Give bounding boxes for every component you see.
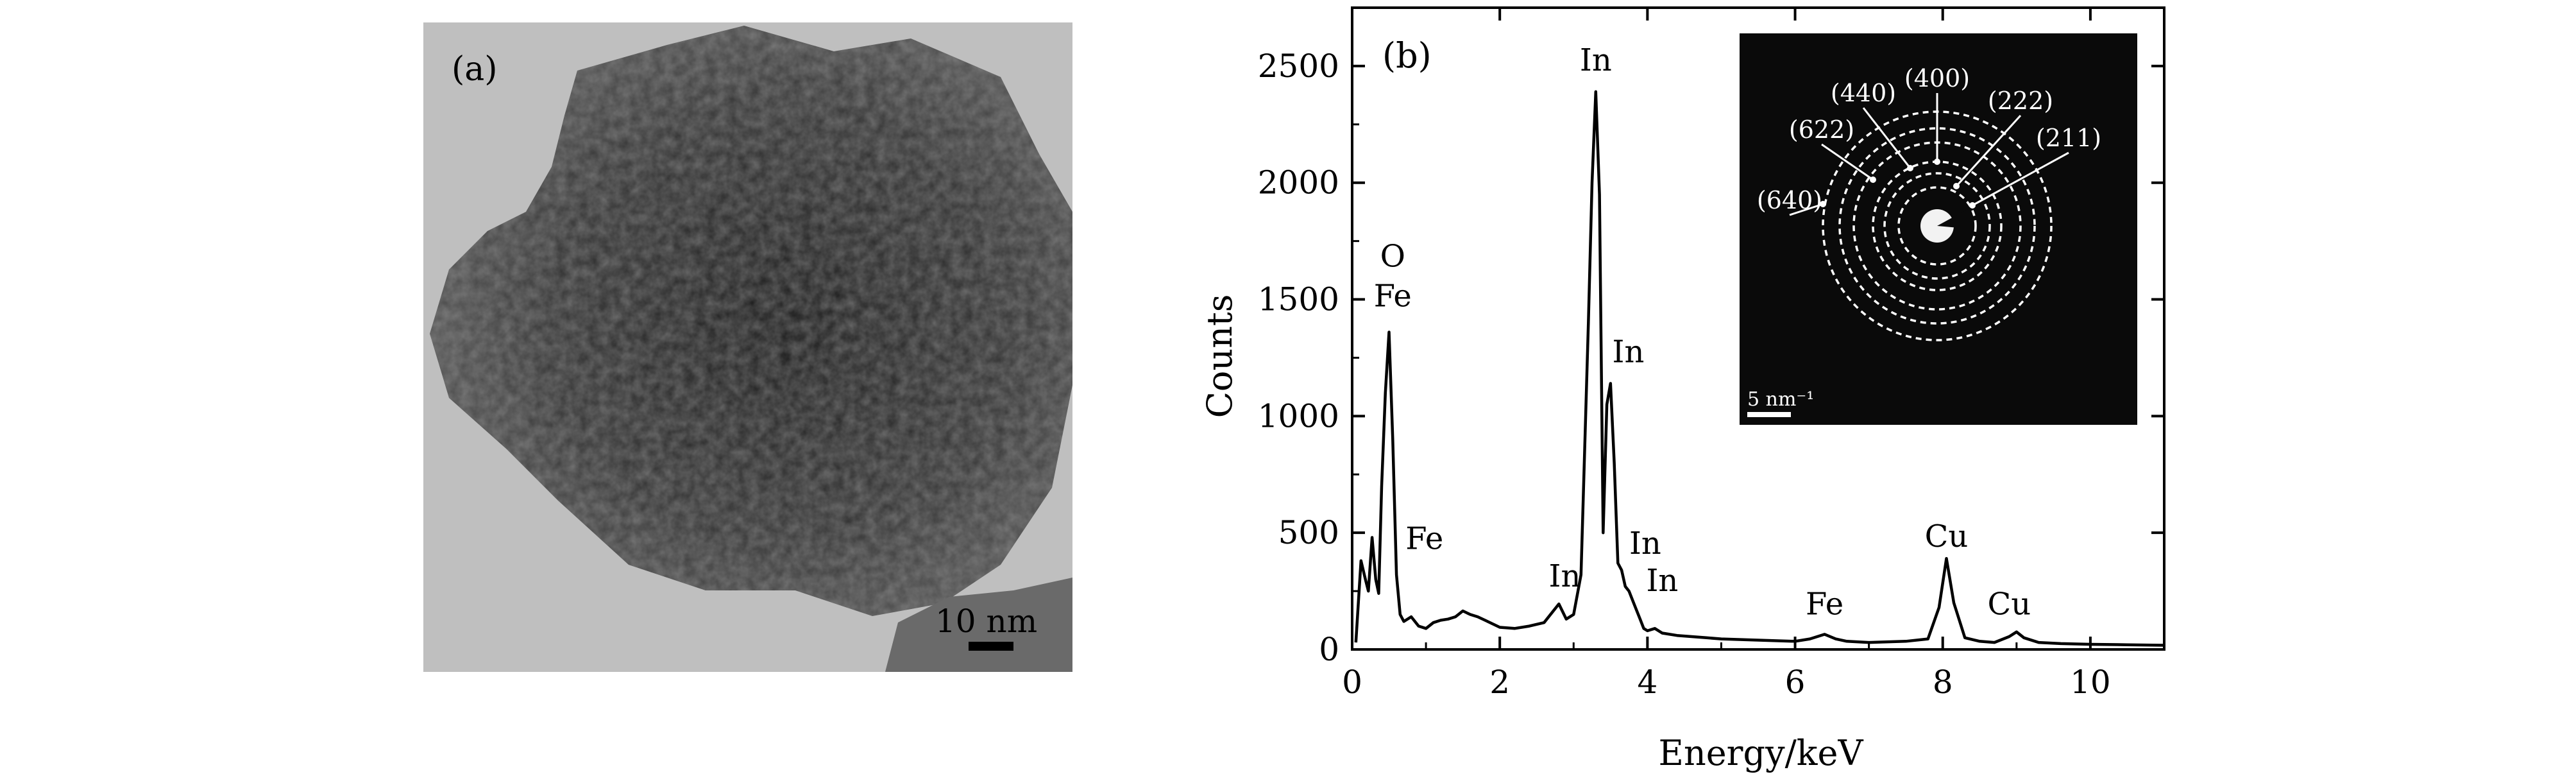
ring-arrow-head [1934,159,1940,165]
inset-scale-bar-label: 5 nm⁻¹ [1747,388,1814,411]
inset-scale-bar [1747,412,1791,417]
diffraction-ring [1838,127,2036,325]
x-tick-label: 2 [1489,664,1510,701]
y-tick-label: 0 [1319,631,1339,668]
peak-label: In [1613,334,1645,370]
scale-bar [969,642,1013,651]
ring-arrow-head [1953,183,1960,189]
spectrum-line [1354,90,2165,647]
diffraction-ring [1883,172,1991,280]
scale-bar-label: 10 nm [935,603,1037,640]
y-tick-label: 500 [1278,514,1339,551]
y-tick-label: 1000 [1258,397,1339,434]
ring-label: (222) [1988,87,2053,115]
saed-inset: (211) (222) (400) (440) (622) (640) 5 nm⁻¹ [1740,33,2137,425]
peak-label: Fe [1405,521,1443,557]
ring-label: (640) [1757,186,1822,214]
y-tick-label: 2000 [1258,164,1339,202]
x-tick-label: 10 [2070,664,2111,701]
peak-label: Fe [1374,278,1412,314]
x-tick-label: 4 [1637,664,1657,701]
ring-label: (440) [1831,79,1896,107]
y-axis-label: Counts [1199,295,1240,418]
diffraction-ring [1897,186,1977,266]
x-tick-label: 6 [1785,664,1806,701]
bottom-right-particle [885,578,1072,672]
series-layer [1354,90,2165,647]
x-tick-label: 0 [1342,664,1362,701]
ring-label: (622) [1789,116,1854,144]
ring-arrow-head [1969,202,1976,209]
ring-arrow-head [1870,176,1876,183]
ring-arrow [1955,114,2022,187]
peak-label: O [1380,239,1405,275]
ring-arrow [1972,151,2069,207]
peak-label: In [1549,558,1581,594]
panel-a-label: (a) [452,50,498,89]
peak-label: Cu [1925,519,1969,554]
ring-arrow [1862,107,1911,169]
peak-label: In [1629,526,1661,562]
ring-arrow-head [1820,201,1826,207]
peak-label: Fe [1806,586,1843,622]
y-tick-label: 2500 [1258,47,1339,85]
y-tick-label: 1500 [1258,281,1339,318]
plot-frame [1351,6,2165,651]
peak-label: In [1580,42,1612,78]
beam-stop [1937,207,1972,229]
peak-label: In [1646,563,1678,599]
peak-label: Cu [1987,586,2031,622]
axes-layer: 0 2 4 6 8 10 0 500 1000 1500 2000 2500 [1258,6,2165,701]
particle-grain-texture [430,26,1072,616]
ring-arrow-head [1907,165,1913,171]
ring-arrow [1821,143,1874,181]
panel-b-label: (b) [1382,35,1432,76]
ring-arrow [1789,203,1824,216]
x-axis-label: Energy/keV [1659,733,1864,773]
x-tick-label: 8 [1933,664,1953,701]
ring-label: (211) [2036,124,2101,152]
ring-label: (400) [1904,64,1970,92]
